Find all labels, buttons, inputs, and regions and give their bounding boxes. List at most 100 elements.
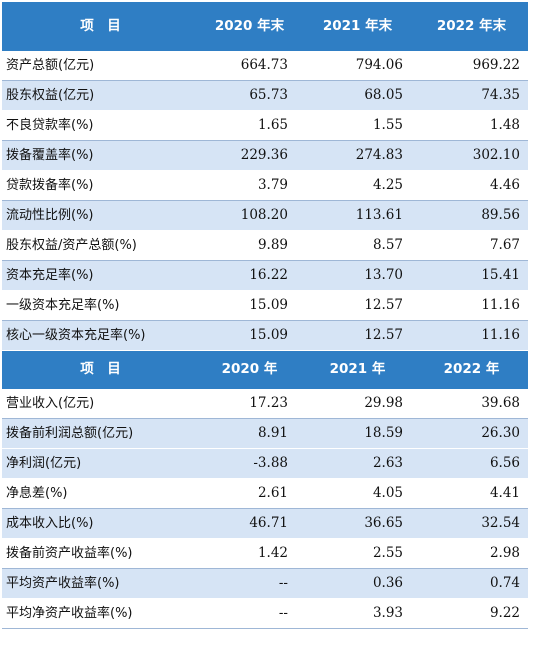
row-label: 资产总额(亿元) — [2, 51, 199, 81]
header-year: 2021 年末 — [300, 2, 415, 51]
header-year: 2020 年末 — [199, 2, 300, 51]
table-row: 拨备覆盖率(%) 229.36 274.83 302.10 — [2, 140, 528, 171]
cell-value: 0.74 — [415, 568, 528, 599]
cell-value: 89.56 — [415, 200, 528, 231]
cell-value: 15.41 — [415, 260, 528, 291]
cell-value: 2.61 — [199, 478, 300, 509]
cell-value: 3.93 — [300, 598, 415, 629]
cell-value: 12.57 — [300, 320, 415, 351]
table-row: 拨备前利润总额(亿元) 8.91 18.59 26.30 — [2, 418, 528, 449]
cell-value: 274.83 — [300, 140, 415, 171]
row-label: 平均资产收益率(%) — [2, 568, 199, 599]
cell-value: 13.70 — [300, 260, 415, 291]
cell-value: 15.09 — [199, 320, 300, 351]
table-row: 股东权益/资产总额(%) 9.89 8.57 7.67 — [2, 230, 528, 261]
row-label: 拨备覆盖率(%) — [2, 140, 199, 171]
cell-value: 8.57 — [300, 230, 415, 261]
cell-value: 2.55 — [300, 538, 415, 569]
row-label: 净息差(%) — [2, 478, 199, 509]
cell-value: 17.23 — [199, 389, 300, 419]
cell-value: 39.68 — [415, 389, 528, 419]
header-item: 项 目 — [2, 2, 199, 51]
cell-value: 1.42 — [199, 538, 300, 569]
cell-value: 4.25 — [300, 170, 415, 201]
table-row: 平均资产收益率(%) -- 0.36 0.74 — [2, 568, 528, 599]
cell-value: 8.91 — [199, 418, 300, 449]
cell-value: 65.73 — [199, 80, 300, 111]
cell-value: 664.73 — [199, 51, 300, 81]
row-label: 成本收入比(%) — [2, 508, 199, 539]
cell-value: 969.22 — [415, 51, 528, 81]
cell-value: 68.05 — [300, 80, 415, 111]
cell-value: 32.54 — [415, 508, 528, 539]
header-year: 2022 年末 — [415, 2, 528, 51]
row-label: 净利润(亿元) — [2, 448, 199, 479]
cell-value: 4.41 — [415, 478, 528, 509]
table-row: 营业收入(亿元) 17.23 29.98 39.68 — [2, 389, 528, 419]
cell-value: 11.16 — [415, 290, 528, 321]
header-item: 项 目 — [2, 350, 199, 389]
table-row: 资本充足率(%) 16.22 13.70 15.41 — [2, 260, 528, 291]
header-year: 2021 年 — [300, 350, 415, 389]
table-row: 贷款拨备率(%) 3.79 4.25 4.46 — [2, 170, 528, 201]
cell-value: 9.22 — [415, 598, 528, 629]
financial-indicators-table: 项 目 2020 年末 2021 年末 2022 年末 资产总额(亿元) 664.73 79… — [2, 2, 528, 629]
cell-value: -- — [199, 598, 300, 629]
data-table: 项 目 2020 年末 2021 年末 2022 年末 资产总额(亿元) 664.73 79… — [2, 2, 528, 629]
table-row: 核心一级资本充足率(%) 15.09 12.57 11.16 — [2, 320, 528, 351]
row-label: 拨备前利润总额(亿元) — [2, 418, 199, 449]
cell-value: 15.09 — [199, 290, 300, 321]
table-row: 拨备前资产收益率(%) 1.42 2.55 2.98 — [2, 538, 528, 569]
cell-value: 36.65 — [300, 508, 415, 539]
cell-value: 108.20 — [199, 200, 300, 231]
row-label: 不良贷款率(%) — [2, 110, 199, 141]
cell-value: 7.67 — [415, 230, 528, 261]
cell-value: 794.06 — [300, 51, 415, 81]
cell-value: 4.46 — [415, 170, 528, 201]
cell-value: 9.89 — [199, 230, 300, 261]
row-label: 贷款拨备率(%) — [2, 170, 199, 201]
cell-value: 12.57 — [300, 290, 415, 321]
cell-value: 26.30 — [415, 418, 528, 449]
cell-value: 29.98 — [300, 389, 415, 419]
cell-value: 4.05 — [300, 478, 415, 509]
cell-value: 6.56 — [415, 448, 528, 479]
cell-value: 2.98 — [415, 538, 528, 569]
row-label: 拨备前资产收益率(%) — [2, 538, 199, 569]
cell-value: 11.16 — [415, 320, 528, 351]
table-row: 成本收入比(%) 46.71 36.65 32.54 — [2, 508, 528, 539]
table-row: 平均净资产收益率(%) -- 3.93 9.22 — [2, 598, 528, 629]
row-label: 资本充足率(%) — [2, 260, 199, 291]
cell-value: 46.71 — [199, 508, 300, 539]
row-label: 流动性比例(%) — [2, 200, 199, 231]
row-label: 股东权益/资产总额(%) — [2, 230, 199, 261]
cell-value: 1.48 — [415, 110, 528, 141]
cell-value: 1.55 — [300, 110, 415, 141]
cell-value: 113.61 — [300, 200, 415, 231]
table-row: 净利润(亿元) -3.88 2.63 6.56 — [2, 448, 528, 479]
cell-value: 2.63 — [300, 448, 415, 479]
cell-value: 302.10 — [415, 140, 528, 171]
row-label: 营业收入(亿元) — [2, 389, 199, 419]
table-row: 股东权益(亿元) 65.73 68.05 74.35 — [2, 80, 528, 111]
cell-value: 18.59 — [300, 418, 415, 449]
cell-value: -- — [199, 568, 300, 599]
row-label: 核心一级资本充足率(%) — [2, 320, 199, 351]
table-row: 资产总额(亿元) 664.73 794.06 969.22 — [2, 51, 528, 81]
cell-value: 229.36 — [199, 140, 300, 171]
cell-value: -3.88 — [199, 448, 300, 479]
cell-value: 0.36 — [300, 568, 415, 599]
table-row: 流动性比例(%) 108.20 113.61 89.56 — [2, 200, 528, 231]
table2-header-row: 项 目 2020 年 2021 年 2022 年 — [2, 350, 528, 389]
row-label: 股东权益(亿元) — [2, 80, 199, 111]
table-row: 一级资本充足率(%) 15.09 12.57 11.16 — [2, 290, 528, 321]
cell-value: 3.79 — [199, 170, 300, 201]
header-year: 2022 年 — [415, 350, 528, 389]
header-year: 2020 年 — [199, 350, 300, 389]
table1-header-row: 项 目 2020 年末 2021 年末 2022 年末 — [2, 2, 528, 51]
row-label: 一级资本充足率(%) — [2, 290, 199, 321]
cell-value: 16.22 — [199, 260, 300, 291]
cell-value: 74.35 — [415, 80, 528, 111]
table-row: 不良贷款率(%) 1.65 1.55 1.48 — [2, 110, 528, 141]
table-row: 净息差(%) 2.61 4.05 4.41 — [2, 478, 528, 509]
